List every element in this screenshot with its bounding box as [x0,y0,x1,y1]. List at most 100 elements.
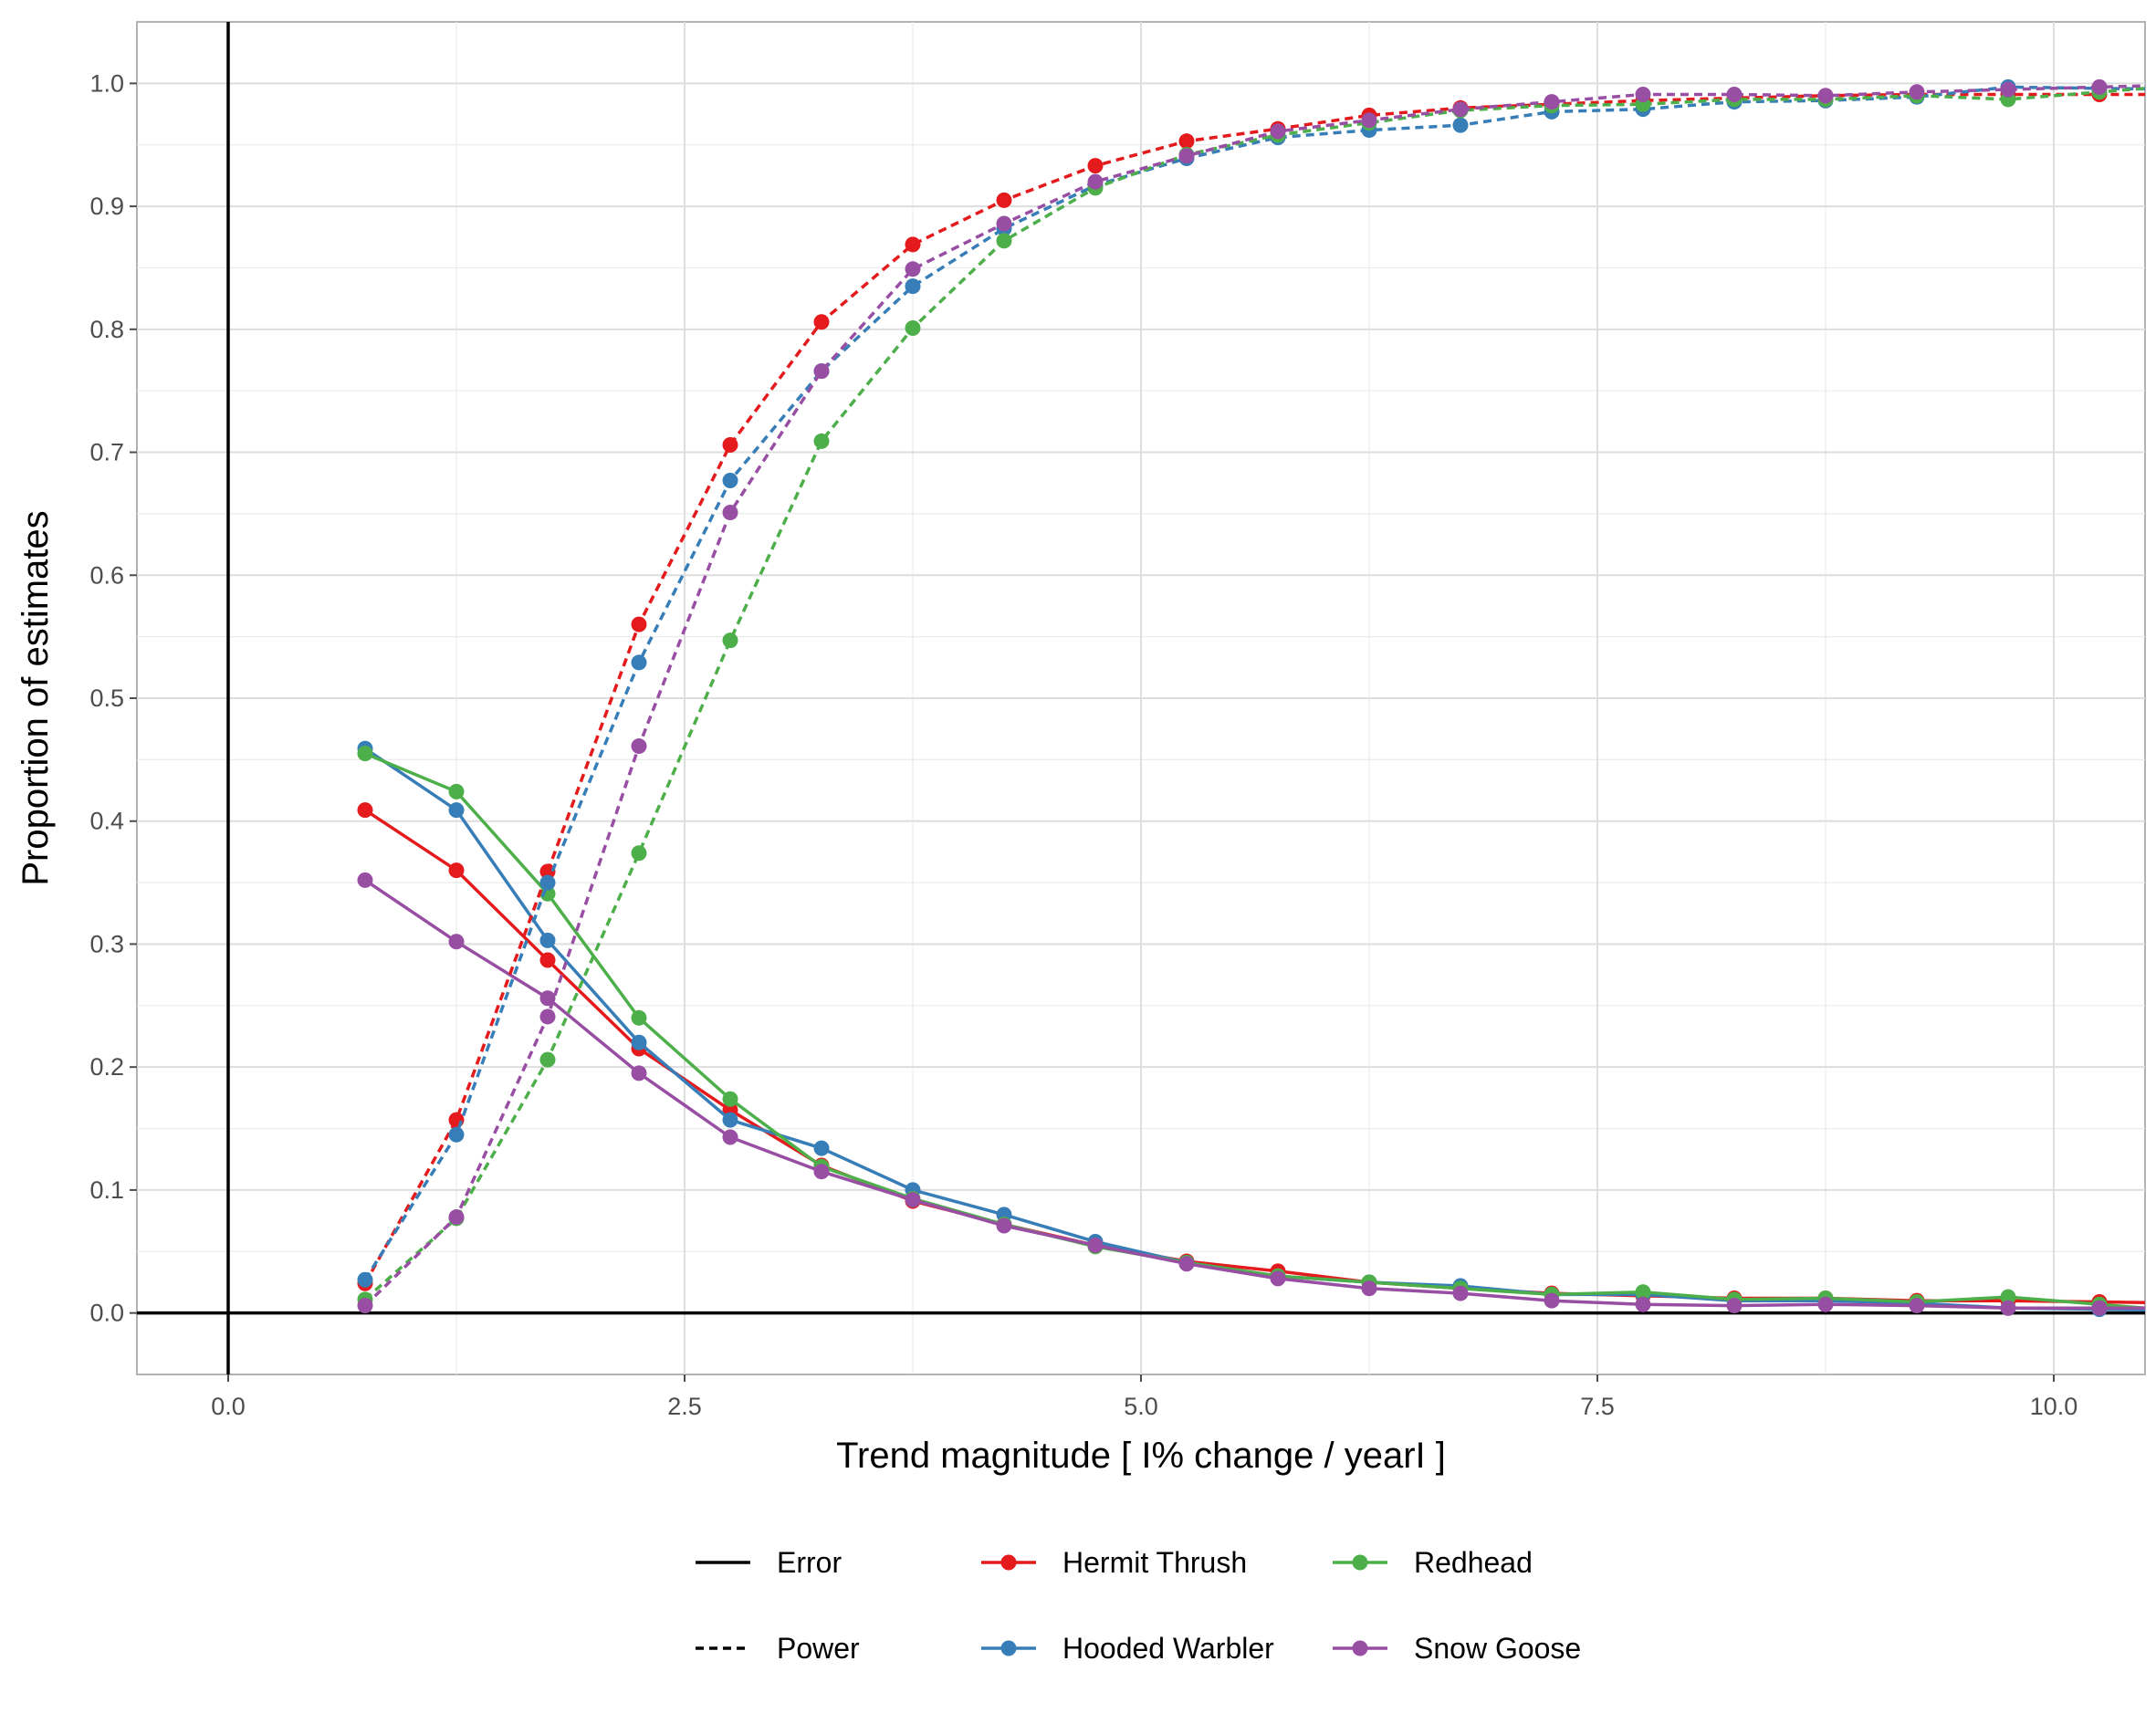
point-hermit-thrush-power [631,616,647,632]
point-redhead-error [2000,1289,2016,1305]
y-tick-label: 0.0 [89,1300,124,1327]
y-tick-label: 0.1 [89,1176,124,1204]
legend-label: Power [777,1632,860,1665]
point-snow-goose-power [539,1008,556,1025]
point-snow-goose-power [722,505,738,521]
legend-label: Snow Goose [1414,1632,1581,1665]
point-snow-goose-error [631,1065,647,1081]
point-snow-goose-error [448,934,465,950]
point-hermit-thrush-power [905,236,921,253]
point-hermit-thrush-power [996,192,1012,208]
legend-key-point [1352,1640,1368,1656]
x-tick-label: 0.0 [211,1393,246,1420]
point-snow-goose-power [1726,86,1743,102]
point-redhead-power [722,632,738,649]
point-redhead-error [448,783,465,799]
series-snow-goose-error [357,872,2145,1316]
point-snow-goose-error [813,1164,830,1180]
point-snow-goose-power [1452,101,1469,118]
point-hermit-thrush-power [1087,158,1104,174]
point-hermit-thrush-power [1178,133,1195,150]
x-tick-label: 10.0 [2030,1393,2078,1420]
x-tick-label: 7.5 [1580,1393,1615,1420]
series-snow-goose-power [357,78,2145,1314]
y-axis-ticks: 0.0 0.1 0.2 0.3 0.4 0.5 0.6 0.7 0.8 0.9 1.0 [89,69,137,1327]
y-tick-label: 0.5 [89,684,124,712]
point-snow-goose-error [2000,1300,2016,1316]
x-tick-label: 5.0 [1124,1393,1158,1420]
point-hermit-thrush-power [813,314,830,330]
point-snow-goose-power [2091,78,2108,95]
point-snow-goose-power [1361,112,1377,129]
point-hooded-warbler-power [539,874,556,891]
point-snow-goose-power [1635,86,1651,102]
reference-lines [137,22,2145,1374]
point-hooded-warbler-power [1452,117,1469,133]
point-snow-goose-power [1178,148,1195,164]
series-line-hooded-warbler-power [363,85,2145,1281]
point-redhead-power [539,1051,556,1068]
point-hooded-warbler-power [722,473,738,489]
point-snow-goose-error [1270,1270,1286,1287]
point-hooded-warbler-error [631,1034,647,1050]
legend-item-power: Power [696,1632,860,1665]
legend-item-hermit-thrush: Hermit Thrush [981,1546,1247,1579]
y-tick-label: 0.9 [89,193,124,220]
y-tick-label: 0.4 [89,808,124,835]
point-hermit-thrush-error [539,952,556,968]
legend: Error Power Hermit Thrush Hooded Warbler Red… [696,1546,1581,1665]
y-tick-label: 1.0 [89,69,124,97]
point-snow-goose-error [1361,1280,1377,1297]
point-hooded-warbler-error [813,1140,830,1156]
point-snow-goose-error [2091,1300,2108,1316]
point-hermit-thrush-power [722,436,738,453]
legend-label: Hooded Warbler [1062,1632,1274,1665]
point-snow-goose-power [1544,94,1560,110]
series-layer [357,78,2145,1318]
point-snow-goose-error [722,1129,738,1145]
point-snow-goose-error [1726,1298,1743,1314]
point-hooded-warbler-power [357,1271,373,1288]
point-snow-goose-error [357,872,373,888]
point-snow-goose-power [2000,81,2016,98]
point-snow-goose-power [357,1298,373,1314]
legend-item-redhead: Redhead [1333,1546,1533,1579]
point-hooded-warbler-error [722,1112,738,1128]
point-snow-goose-error [996,1217,1012,1234]
point-hooded-warbler-error [539,932,556,948]
y-tick-label: 0.2 [89,1053,124,1081]
point-snow-goose-error [1178,1256,1195,1272]
point-snow-goose-power [1909,84,1925,100]
point-snow-goose-error [1087,1238,1104,1254]
point-snow-goose-power [813,363,830,380]
point-snow-goose-power [448,1209,465,1226]
point-redhead-error [1635,1284,1651,1301]
point-redhead-power [905,319,921,336]
y-axis-title: Proportion of estimates [16,510,56,885]
point-redhead-error [722,1091,738,1107]
x-tick-label: 2.5 [667,1393,702,1420]
point-snow-goose-error [1817,1296,1834,1312]
y-tick-label: 0.6 [89,561,124,589]
point-snow-goose-power [1270,123,1286,140]
point-snow-goose-error [1909,1298,1925,1314]
legend-item-snow-goose: Snow Goose [1333,1632,1581,1665]
y-tick-label: 0.8 [89,316,124,343]
point-redhead-power [813,433,830,449]
point-hooded-warbler-error [448,802,465,819]
legend-label: Error [777,1546,842,1579]
point-snow-goose-power [631,738,647,755]
legend-label: Redhead [1414,1546,1533,1579]
legend-label: Hermit Thrush [1062,1546,1247,1579]
legend-key-point [1352,1554,1368,1571]
point-redhead-power [631,845,647,862]
point-hermit-thrush-power [448,1112,465,1128]
legend-item-hooded-warbler: Hooded Warbler [981,1632,1274,1665]
point-redhead-error [357,746,373,762]
point-redhead-power [996,233,1012,249]
point-snow-goose-error [905,1192,921,1208]
point-snow-goose-power [905,261,921,277]
point-hooded-warbler-power [905,278,921,295]
point-snow-goose-power [1817,88,1834,104]
point-snow-goose-error [1544,1292,1560,1309]
